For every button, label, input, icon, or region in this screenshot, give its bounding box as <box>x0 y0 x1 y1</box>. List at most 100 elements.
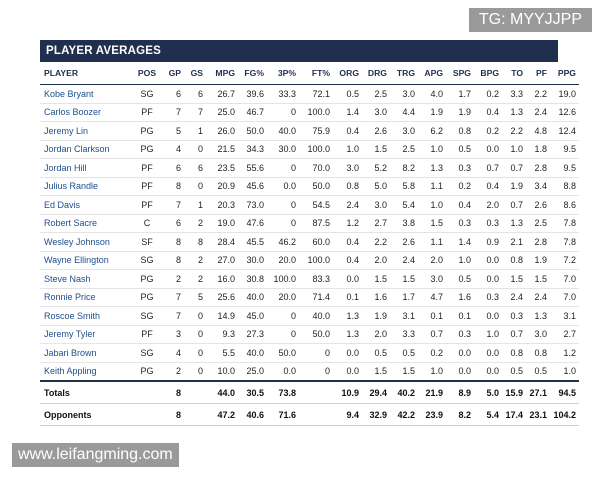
stat-cell: 3.0 <box>362 103 390 122</box>
stat-cell: 2.1 <box>502 232 526 252</box>
player-name-link[interactable]: Jeremy Lin <box>40 121 132 141</box>
stat-cell: 100.0 <box>299 103 333 122</box>
player-name-link[interactable]: Carlos Boozer <box>40 103 132 122</box>
watermark-bottom-left: www.leifangming.com <box>12 443 179 467</box>
stat-cell: PG <box>132 288 162 307</box>
stat-cell: 0.3 <box>474 288 502 307</box>
stat-cell: 6 <box>162 214 184 233</box>
summary-row: Totals 8 44.0 30.5 73.8 10.9 29.4 40.2 21.9 8.9 5.… <box>40 380 579 404</box>
player-name-link[interactable]: Ed Davis <box>40 195 132 215</box>
stat-cell: 5.5 <box>206 343 238 363</box>
player-name-link[interactable]: Jordan Hill <box>40 158 132 178</box>
player-name-link[interactable]: Jordan Clarkson <box>40 140 132 159</box>
stat-cell: 71.4 <box>299 288 333 307</box>
column-header: PF <box>526 62 550 85</box>
stat-cell: 6 <box>184 84 206 104</box>
stat-cell: 3.8 <box>390 214 418 233</box>
stat-cell: 45.5 <box>238 232 267 252</box>
stat-cell: 3.3 <box>502 84 526 104</box>
stat-cell: 1.7 <box>390 288 418 307</box>
player-name-link[interactable]: Steve Nash <box>40 269 132 289</box>
stat-cell: 0 <box>184 177 206 196</box>
stat-cell: 0.1 <box>446 306 474 326</box>
stat-cell: 7.2 <box>550 251 579 270</box>
player-name-link[interactable]: Wesley Johnson <box>40 232 132 252</box>
stat-cell: 42.2 <box>390 403 418 426</box>
stat-cell: 12.6 <box>550 103 579 122</box>
stat-cell: PG <box>132 121 162 141</box>
player-name-link[interactable]: Kobe Bryant <box>40 84 132 104</box>
player-name-link[interactable]: Ronnie Price <box>40 288 132 307</box>
stat-cell: PG <box>132 140 162 159</box>
stat-cell: 6 <box>162 158 184 178</box>
stat-cell: 10.0 <box>206 362 238 382</box>
stat-cell: 2.8 <box>526 158 550 178</box>
stat-cell: 0.3 <box>446 158 474 178</box>
player-name-link[interactable]: Keith Appling <box>40 362 132 382</box>
player-name-link[interactable]: Wayne Ellington <box>40 251 132 270</box>
stat-cell: 0.0 <box>267 177 299 196</box>
player-name-link[interactable]: Jabari Brown <box>40 343 132 363</box>
stat-cell: 45.6 <box>238 177 267 196</box>
stat-cell: 2 <box>162 269 184 289</box>
player-name-link[interactable]: Robert Sacre <box>40 214 132 233</box>
stat-cell: 40.0 <box>299 306 333 326</box>
stat-cell <box>299 380 333 404</box>
stat-cell: SG <box>132 251 162 270</box>
column-header: SPG <box>446 62 474 85</box>
stat-cell: 2.6 <box>362 121 390 141</box>
stat-cell: 0 <box>184 362 206 382</box>
stat-cell: PF <box>132 103 162 122</box>
player-name-link[interactable]: Jeremy Tyler <box>40 325 132 344</box>
stat-cell: 26.0 <box>206 121 238 141</box>
stat-cell: PF <box>132 325 162 344</box>
player-name-link[interactable]: Julius Randle <box>40 177 132 196</box>
stat-cell: SG <box>132 343 162 363</box>
column-header: DRG <box>362 62 390 85</box>
stat-cell: 0.0 <box>267 362 299 382</box>
stat-cell: 0.2 <box>446 177 474 196</box>
stat-cell: 30.0 <box>267 140 299 159</box>
stat-cell: 1.3 <box>333 306 362 326</box>
stat-cell: 4.4 <box>390 103 418 122</box>
stat-cell: 47.2 <box>206 403 238 426</box>
stat-cell: 23.1 <box>526 403 550 426</box>
stat-cell: 2.7 <box>550 325 579 344</box>
stat-cell: 50.0 <box>238 121 267 141</box>
column-header: GS <box>184 62 206 85</box>
stat-cell: PG <box>132 362 162 382</box>
stat-cell: 7.0 <box>550 269 579 289</box>
player-name-link[interactable]: Roscoe Smith <box>40 306 132 326</box>
stat-cell: 0.5 <box>446 269 474 289</box>
stat-cell: 8 <box>162 177 184 196</box>
stat-cell: 1.7 <box>446 84 474 104</box>
stat-cell: 14.9 <box>206 306 238 326</box>
stat-cell: 0.7 <box>502 158 526 178</box>
stat-cell: 4 <box>162 343 184 363</box>
stat-cell: 1.0 <box>474 325 502 344</box>
table-row: Julius Randle PF 8 0 20.9 45.6 0.0 50.0 0.8 5.0 5.… <box>40 177 579 196</box>
stat-cell: 2.4 <box>526 288 550 307</box>
stat-cell: 2.0 <box>362 251 390 270</box>
stat-cell: 19.0 <box>206 214 238 233</box>
stat-cell: 8 <box>162 403 184 426</box>
stat-cell: 9.3 <box>206 325 238 344</box>
stat-cell <box>184 403 206 426</box>
stat-cell: 1.9 <box>418 103 446 122</box>
stat-cell: PF <box>132 177 162 196</box>
stat-cell: 44.0 <box>206 380 238 404</box>
stat-cell: 1.5 <box>362 362 390 382</box>
stat-cell: 1.0 <box>418 140 446 159</box>
stat-cell: 7 <box>162 195 184 215</box>
stat-cell: 27.1 <box>526 380 550 404</box>
stat-cell: 20.9 <box>206 177 238 196</box>
stat-cell: 5 <box>162 121 184 141</box>
stat-cell: 100.0 <box>299 140 333 159</box>
stat-cell: 0.0 <box>474 343 502 363</box>
stat-cell: 1.2 <box>333 214 362 233</box>
stat-cell: 3.0 <box>333 158 362 178</box>
stat-cell: 100.0 <box>299 251 333 270</box>
stat-cell: 1.3 <box>526 306 550 326</box>
stat-cell: 1.0 <box>418 362 446 382</box>
stat-cell: 5.2 <box>362 158 390 178</box>
